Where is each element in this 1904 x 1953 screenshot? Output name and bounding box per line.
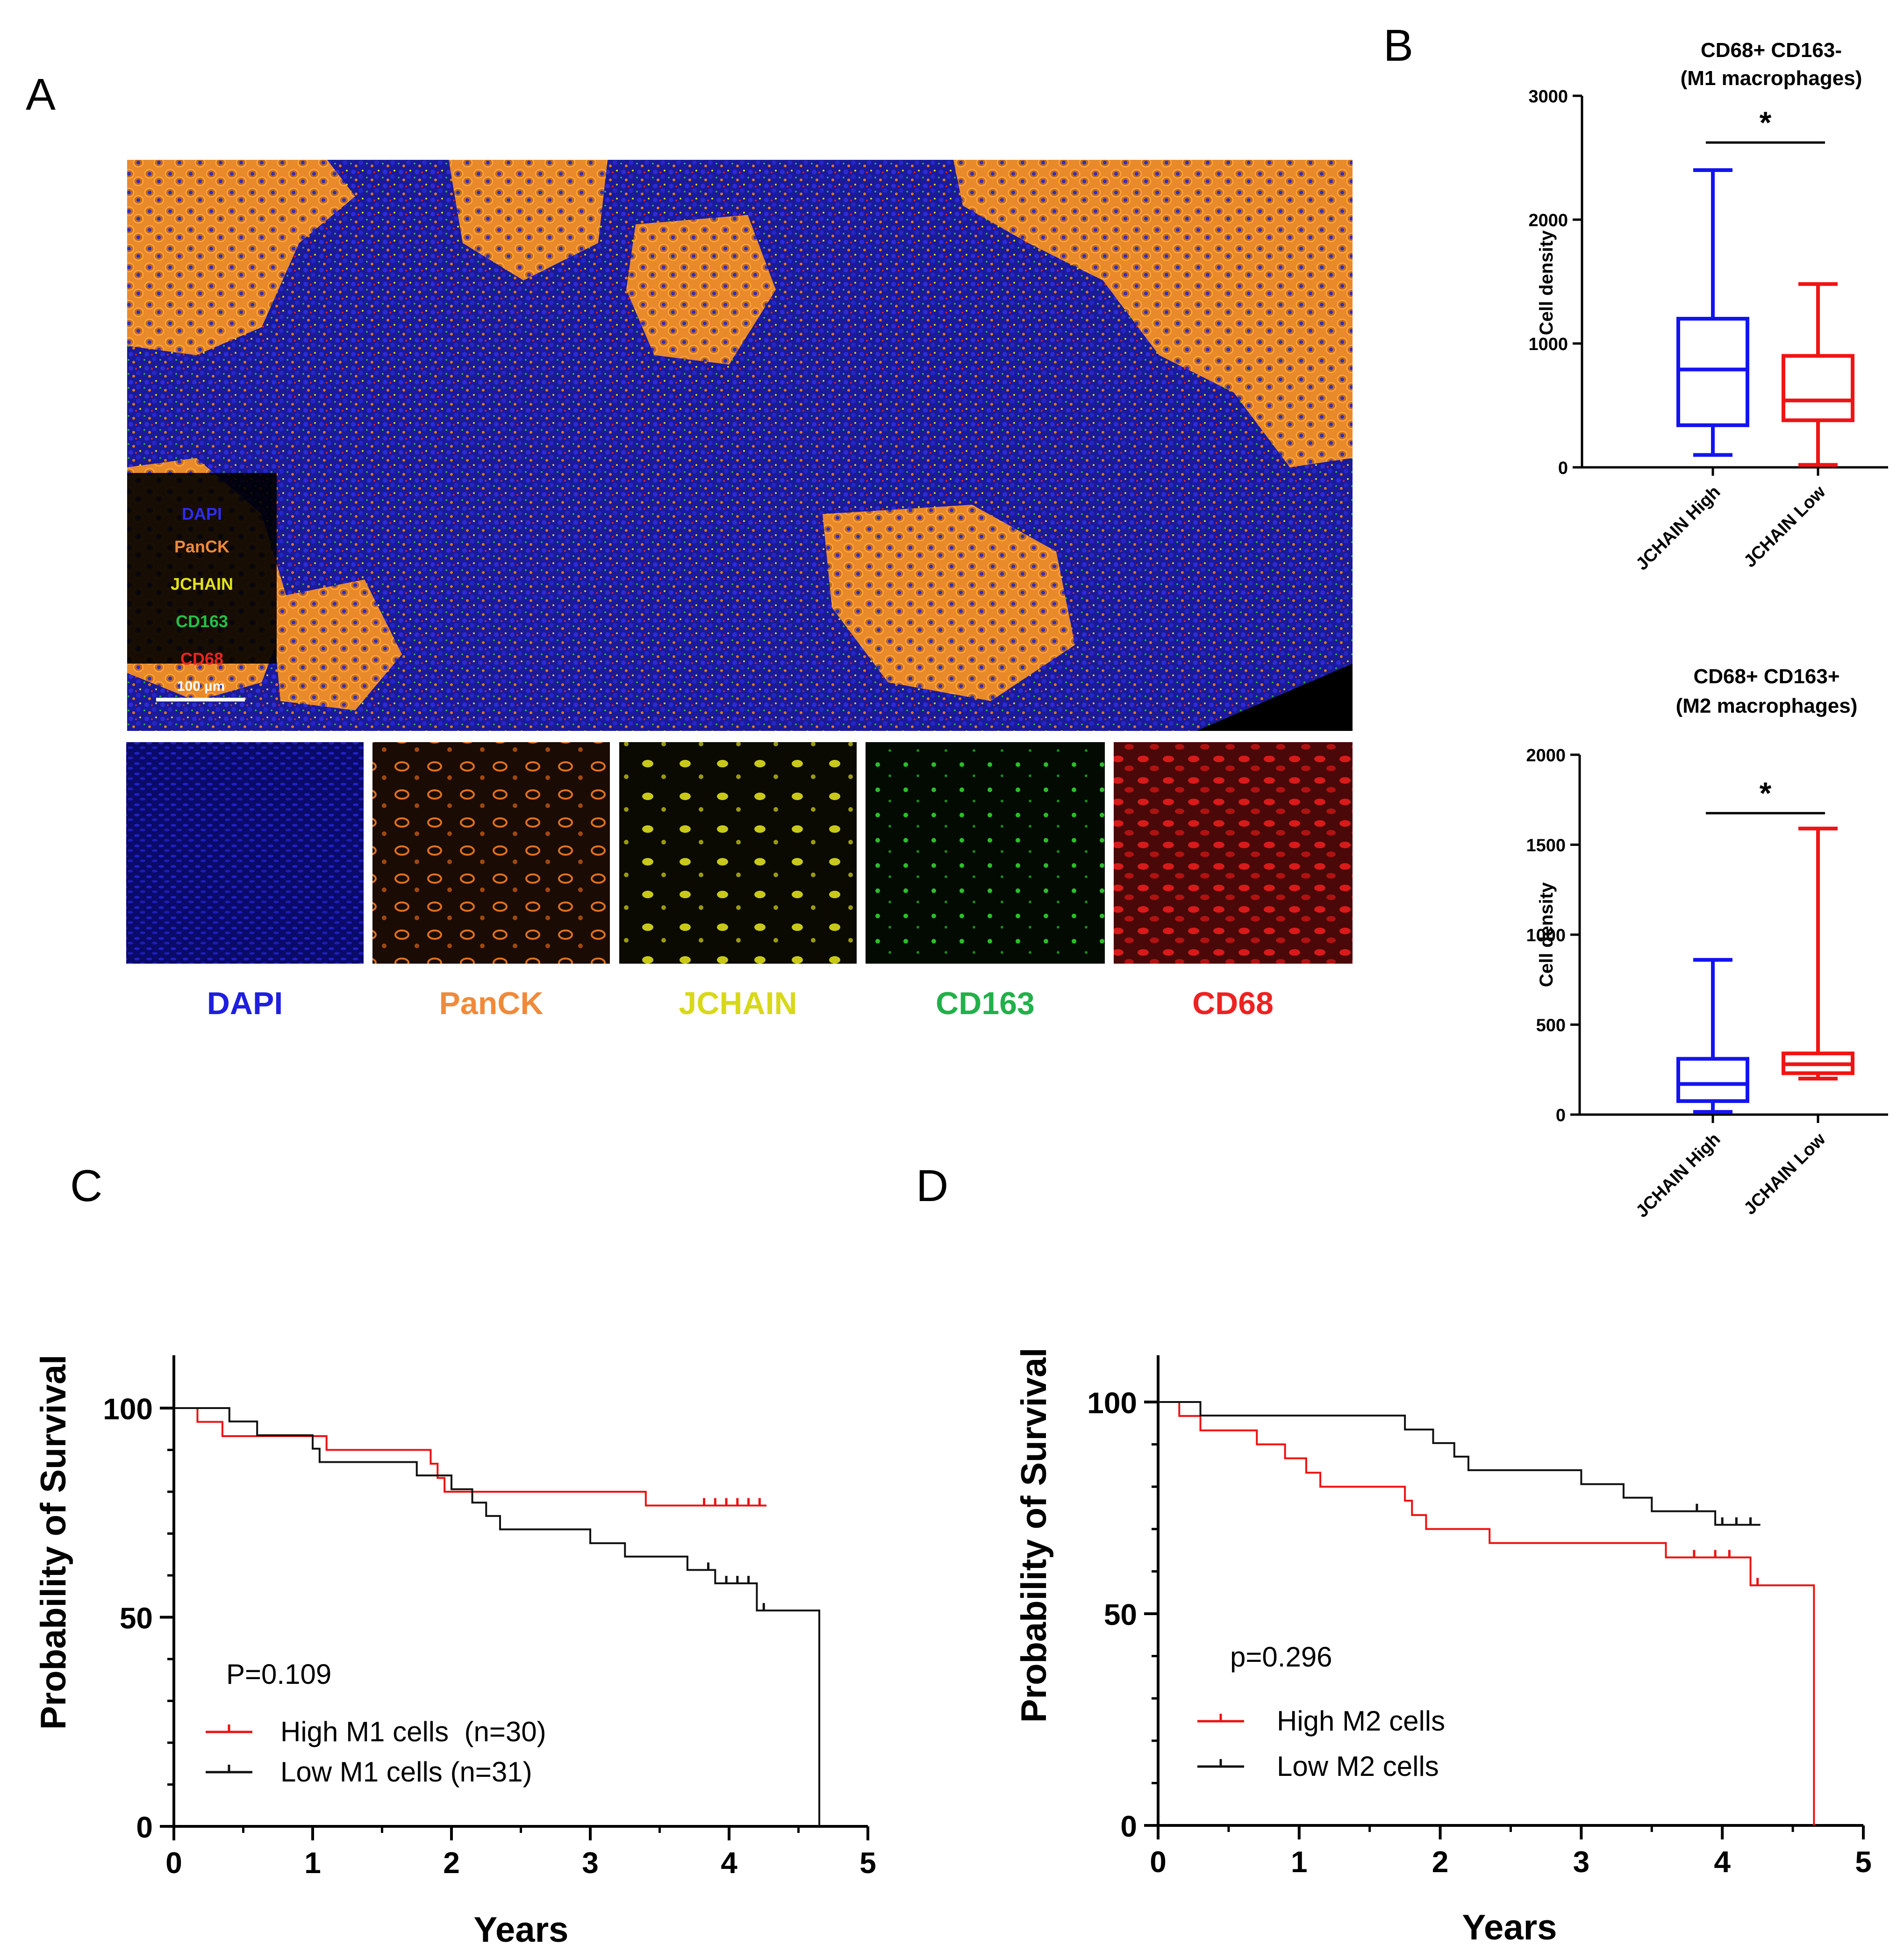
panel-label-a: A [26,70,56,120]
panel-label-c: C [70,1161,102,1211]
km-d-ytick-label: 0 [1120,1810,1137,1843]
km-d-xtick-label: 2 [1432,1845,1449,1879]
km-d-legend: High M2 cells Low M2 cells [1197,1705,1445,1782]
channel-tile-jchain [619,742,857,964]
km-c-xtick-label: 2 [443,1846,460,1880]
micrograph-panel: DAPI PanCK JCHAIN CD163 CD68 100 µm [127,160,1353,731]
km-d-pvalue: p=0.296 [1230,1641,1332,1673]
km-c-xtick-label: 4 [721,1846,737,1880]
km-c-xtick-label: 5 [859,1846,876,1880]
box-m1-category-label: JCHAIN High [1632,482,1724,574]
tumor-nest-3 [626,215,776,365]
tissue-edge-dark [1196,664,1353,731]
km-d-legend-low: Low M2 cells [1277,1751,1439,1782]
km-d-ytick-label: 50 [1104,1598,1137,1631]
channel-tile-cd68 [1114,742,1353,964]
panel-label-b: B [1383,21,1413,71]
km-d-xtick-label: 0 [1150,1845,1167,1879]
km-c-pvalue: P=0.109 [226,1659,331,1690]
box-m1-category-label: JCHAIN Low [1740,482,1829,571]
marker-legend-box: DAPI PanCK JCHAIN CD163 CD68 [127,473,277,668]
box-m1-box [1782,354,1854,422]
tumor-nest-5 [823,505,1075,701]
box-m2-category-label: JCHAIN High [1632,1130,1724,1222]
box-m1-significance-star: * [1760,105,1772,140]
channel-label-jchain: JCHAIN [679,986,797,1021]
km-d-xtick-label: 1 [1291,1845,1308,1879]
marker-legend-cd163: CD163 [176,612,228,631]
boxplot-m1: CD68+ CD163- (M1 macrophages) Cell densi… [1528,39,1888,574]
km-d-xtick-label: 4 [1714,1845,1731,1879]
tumor-nest-4 [953,160,1353,467]
marker-legend-cd68: CD68 [180,649,223,668]
km-c-ytick-label: 50 [120,1602,153,1635]
box-m2-category-label: JCHAIN Low [1740,1129,1829,1218]
tumor-nest-7 [271,579,402,710]
marker-legend-jchain: JCHAIN [171,574,233,594]
boxplot-m2-subtitle: (M2 macrophages) [1676,694,1858,717]
panel-label-d: D [916,1161,948,1211]
channel-label-dapi: DAPI [207,986,283,1021]
scale-bar [156,698,245,701]
channel-tiles: DAPI PanCK JCHAIN CD163 CD68 [126,742,1353,1021]
km-c-survival-curve [174,1407,821,1826]
km-c-legend-low: Low M1 cells (n=31) [280,1756,532,1788]
km-d-ylabel: Probability of Survival [1014,1348,1054,1723]
channel-label-panck: PanCK [439,986,544,1021]
km-c-legend: High M1 cells (n=30) Low M1 cells (n=31) [206,1716,546,1788]
box-m2-ytick-label: 1000 [1526,926,1566,945]
km-c-xtick-label: 3 [582,1846,599,1880]
boxplot-m2: CD68+ CD163+ (M2 macrophages) Cell densi… [1526,665,1888,1222]
channel-tile-dapi [126,742,364,964]
km-d-survival-curve [1158,1401,1815,1825]
boxplot-m2-ylabel: Cell density [1536,882,1557,987]
km-c-xtick-label: 1 [304,1846,321,1880]
box-m2-ytick-label: 1500 [1526,836,1566,856]
km-c-survival-curve [174,1407,767,1507]
km-c-ytick-label: 100 [103,1392,153,1426]
km-c-xtick-label: 0 [165,1846,182,1880]
km-plot-c: Probability of Survival Years P=0.109 Hi… [34,1355,876,1950]
channel-label-cd163: CD163 [936,986,1035,1021]
km-c-ytick-label: 0 [136,1810,153,1844]
box-m1-box [1676,317,1749,427]
km-c-xlabel: Years [474,1910,569,1950]
boxplot-m1-title: CD68+ CD163- [1701,39,1842,62]
box-m2-ytick-label: 0 [1556,1106,1566,1125]
km-d-xtick-label: 3 [1573,1845,1590,1879]
channel-tile-cd163 [866,742,1105,964]
box-m1-ytick-label: 0 [1558,458,1568,478]
box-m1-ytick-label: 1000 [1528,335,1568,354]
box-m2-significance-star: * [1760,776,1772,810]
boxplot-m1-ylabel: Cell density [1536,230,1557,335]
tumor-nest-2 [449,160,608,280]
channel-tile-panck [372,742,610,964]
boxplot-m1-subtitle: (M1 macrophages) [1681,67,1862,90]
marker-legend-panck: PanCK [174,537,229,556]
boxplot-m1-plot: 0 1000 2000 3000 JCHAIN High JCHAIN Low * [1528,87,1888,574]
box-m2-ytick-label: 2000 [1526,746,1566,765]
km-d-survival-curve [1158,1401,1761,1526]
box-m1-ytick-label: 3000 [1528,87,1568,107]
boxplot-m2-plot: 0 500 1000 1500 2000 JCHAIN High JCHAIN Low * [1526,746,1888,1222]
km-c-plot: 0 50 100 0 1 2 3 4 5 [103,1355,876,1880]
box-m2-ytick-label: 500 [1536,1016,1566,1036]
km-d-xlabel: Years [1462,1908,1557,1947]
km-d-plot: 0 50 100 0 1 2 3 4 5 [1087,1355,1872,1879]
km-c-ylabel: Probability of Survival [34,1355,73,1730]
box-m1-ytick-label: 2000 [1528,211,1568,230]
marker-legend-dapi: DAPI [182,504,222,523]
km-d-xtick-label: 5 [1855,1845,1872,1879]
scale-bar-label: 100 µm [177,679,225,694]
km-d-legend-high: High M2 cells [1277,1705,1445,1737]
tumor-nest-1 [127,160,355,355]
km-d-ytick-label: 100 [1087,1386,1137,1420]
box-m2-box [1676,1057,1749,1103]
km-plot-d: Probability of Survival Years p=0.296 Hi… [1014,1348,1872,1947]
km-c-legend-high: High M1 cells (n=30) [280,1716,546,1747]
channel-label-cd68: CD68 [1192,986,1274,1021]
boxplot-m2-title: CD68+ CD163+ [1693,665,1840,688]
